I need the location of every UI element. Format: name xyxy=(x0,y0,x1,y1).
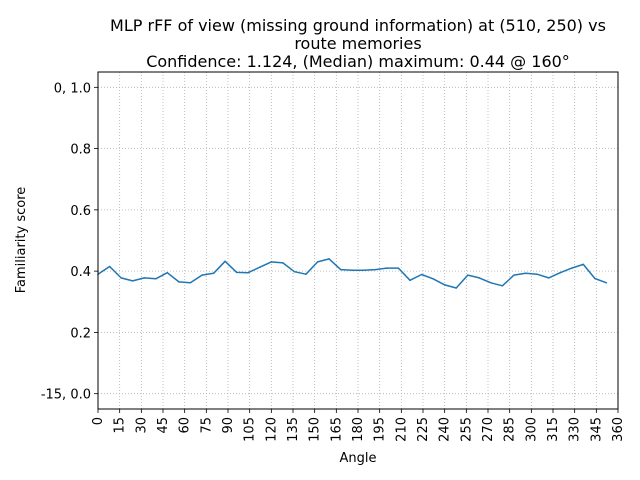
data-point xyxy=(351,269,353,271)
data-point xyxy=(443,284,446,286)
data-point xyxy=(212,272,215,275)
series-line xyxy=(97,258,607,289)
data-point xyxy=(478,277,481,279)
data-point xyxy=(155,278,157,280)
data-point xyxy=(235,271,238,274)
data-point xyxy=(178,281,180,283)
x-tick-label: 165 xyxy=(329,417,344,442)
data-point xyxy=(328,258,330,260)
x-tick-label: 45 xyxy=(156,417,171,434)
data-point xyxy=(339,268,342,271)
data-point xyxy=(108,265,111,268)
data-point xyxy=(547,277,550,279)
x-tick-label: 120 xyxy=(264,417,279,442)
data-point xyxy=(420,273,423,276)
chart-title-line-3: Confidence: 1.124, (Median) maximum: 0.4… xyxy=(146,52,570,71)
data-point xyxy=(455,287,457,289)
x-tick-label: 135 xyxy=(286,417,301,442)
x-tick-label: 105 xyxy=(243,417,258,442)
x-tick-label: 240 xyxy=(438,417,453,442)
data-point xyxy=(501,285,504,287)
data-point xyxy=(397,267,400,269)
x-tick-label: 180 xyxy=(351,417,366,442)
x-tick-label: 345 xyxy=(589,417,604,442)
y-tick-label: 0.2 xyxy=(70,326,91,341)
x-tick-label: 330 xyxy=(568,417,583,442)
data-point xyxy=(201,274,203,276)
x-axis-label: Angle xyxy=(340,451,377,466)
x-axis: 0 15 30 45 60 75 90 105 120 135 150 165 180 195 210 225… xyxy=(91,409,626,442)
data-point xyxy=(513,274,515,276)
data-point xyxy=(571,267,573,269)
data-point xyxy=(143,277,145,279)
data-point xyxy=(166,271,169,274)
data-point xyxy=(490,282,492,284)
x-tick-label: 360 xyxy=(611,417,626,442)
x-tick-label: 30 xyxy=(134,417,149,434)
data-point xyxy=(120,277,122,279)
data-point xyxy=(270,261,273,263)
x-tick-label: 15 xyxy=(113,417,128,434)
grid xyxy=(97,72,619,409)
data-series xyxy=(97,258,608,289)
x-tick-label: 0 xyxy=(91,417,106,425)
data-point xyxy=(224,260,226,263)
data-point xyxy=(386,267,388,269)
y-tick-label: 0.8 xyxy=(70,143,91,158)
data-point xyxy=(363,269,365,271)
data-point xyxy=(594,277,596,280)
data-point xyxy=(524,272,527,275)
data-point xyxy=(189,282,192,284)
data-point xyxy=(559,271,561,274)
y-tick-label: 0, 1.0 xyxy=(54,81,91,96)
data-point xyxy=(293,270,296,273)
x-tick-label: 285 xyxy=(503,417,518,442)
x-tick-label: 90 xyxy=(221,417,236,434)
data-point xyxy=(305,273,307,275)
data-point xyxy=(536,273,538,275)
y-axis: -15, 0.0 0.2 0.4 0.6 0.8 0, 1.0 xyxy=(41,81,98,403)
y-axis-label: Familiarity score xyxy=(14,187,29,294)
x-tick-label: 255 xyxy=(459,417,474,442)
data-point xyxy=(316,261,319,263)
x-tick-label: 225 xyxy=(416,417,431,442)
x-tick-label: 195 xyxy=(373,417,388,442)
data-point xyxy=(467,274,469,276)
y-tick-label: 0.4 xyxy=(70,265,91,280)
data-point xyxy=(605,282,608,284)
data-point xyxy=(409,279,411,282)
chart-title-line-1: MLP rFF of view (missing ground informat… xyxy=(110,16,606,35)
x-tick-label: 75 xyxy=(199,417,214,434)
data-point xyxy=(247,271,249,274)
y-tick-label: -15, 0.0 xyxy=(41,388,91,403)
data-point xyxy=(131,280,134,282)
data-point xyxy=(582,263,585,266)
data-point xyxy=(374,268,377,271)
data-point xyxy=(432,278,434,280)
data-point xyxy=(259,266,261,268)
x-tick-label: 300 xyxy=(524,417,539,442)
x-tick-label: 150 xyxy=(308,417,323,442)
data-point xyxy=(282,262,284,264)
x-tick-label: 270 xyxy=(481,417,496,442)
chart-title-line-2: route memories xyxy=(294,34,421,53)
x-tick-label: 60 xyxy=(178,417,193,434)
chart-title: MLP rFF of view (missing ground informat… xyxy=(110,16,606,71)
x-tick-label: 210 xyxy=(394,417,409,442)
y-tick-label: 0.6 xyxy=(70,204,91,219)
x-tick-label: 315 xyxy=(546,417,561,442)
